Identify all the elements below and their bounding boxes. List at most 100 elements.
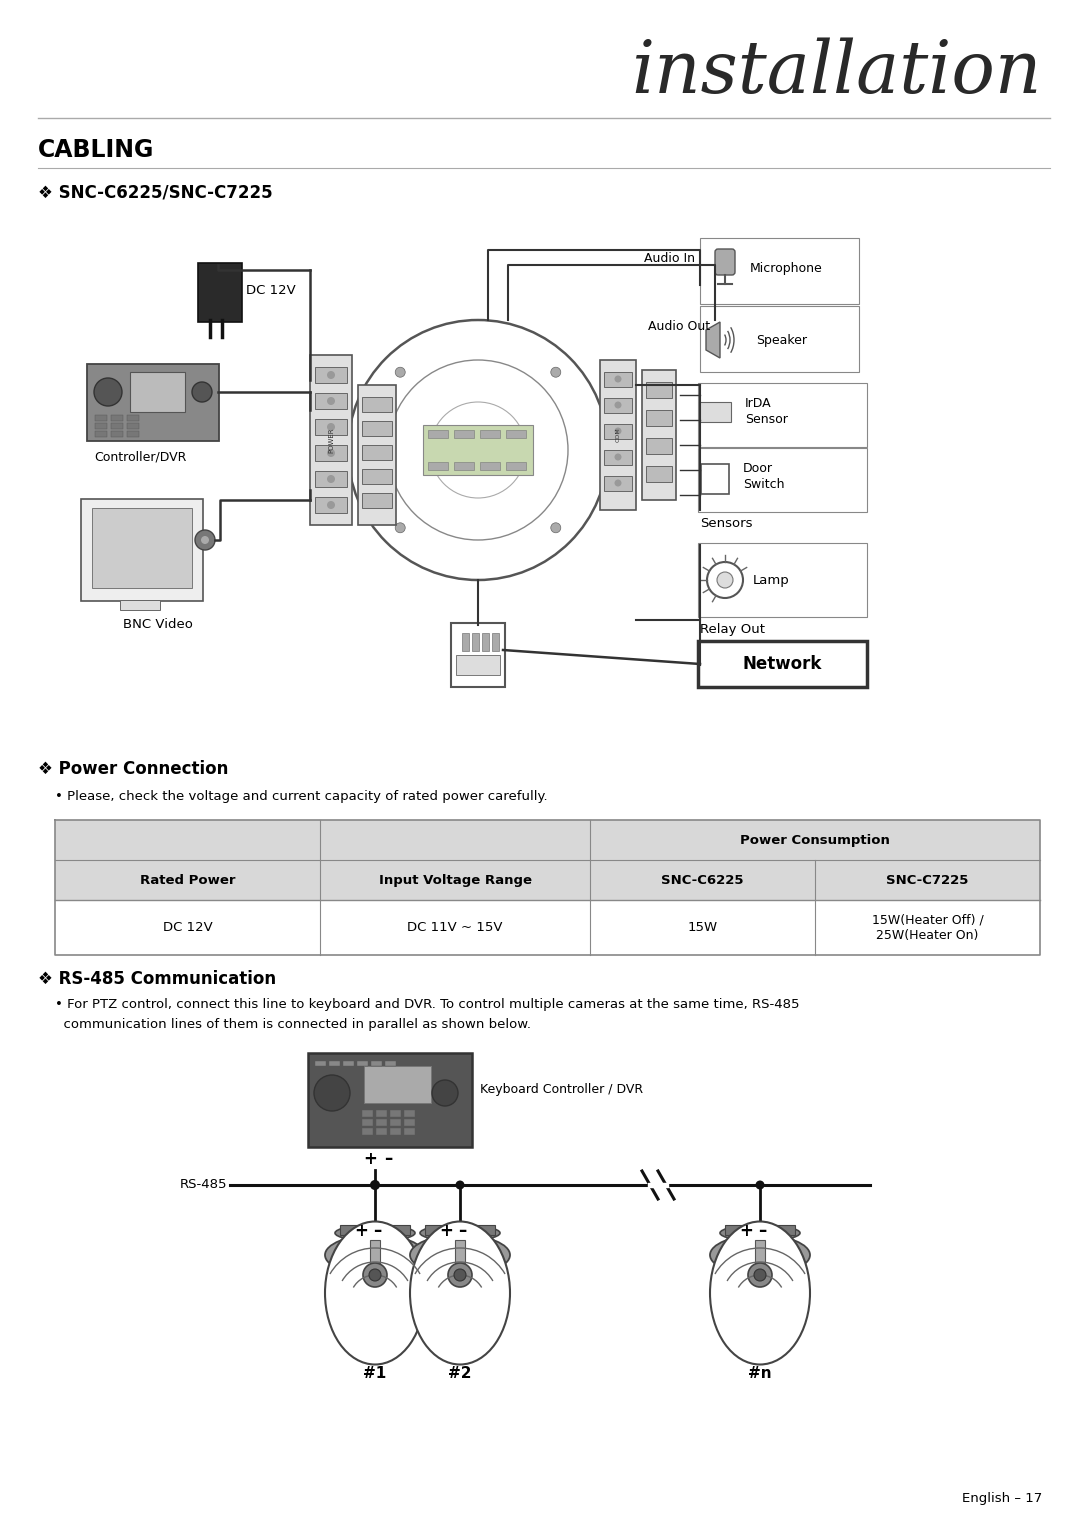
FancyBboxPatch shape (198, 264, 242, 322)
Circle shape (551, 523, 561, 533)
FancyBboxPatch shape (646, 383, 672, 398)
FancyBboxPatch shape (715, 248, 735, 274)
FancyBboxPatch shape (315, 1061, 326, 1065)
FancyBboxPatch shape (642, 370, 676, 500)
FancyBboxPatch shape (454, 462, 474, 469)
FancyBboxPatch shape (362, 396, 392, 411)
FancyBboxPatch shape (310, 355, 352, 524)
Circle shape (448, 1263, 472, 1286)
FancyBboxPatch shape (127, 431, 139, 437)
FancyBboxPatch shape (362, 1109, 373, 1117)
FancyBboxPatch shape (364, 1065, 431, 1103)
Text: CABLING: CABLING (38, 139, 154, 162)
FancyBboxPatch shape (55, 901, 1040, 956)
FancyBboxPatch shape (423, 425, 534, 475)
FancyBboxPatch shape (698, 543, 867, 617)
FancyBboxPatch shape (362, 421, 392, 436)
FancyBboxPatch shape (604, 424, 632, 439)
FancyBboxPatch shape (699, 402, 731, 422)
Circle shape (432, 1081, 458, 1106)
FancyBboxPatch shape (455, 1241, 465, 1269)
FancyBboxPatch shape (700, 306, 859, 372)
Circle shape (615, 401, 621, 408)
Circle shape (717, 572, 733, 588)
FancyBboxPatch shape (492, 632, 499, 651)
Circle shape (192, 383, 212, 402)
Circle shape (615, 480, 621, 486)
Ellipse shape (710, 1234, 810, 1276)
Text: DC 12V: DC 12V (163, 920, 213, 934)
Circle shape (395, 367, 405, 378)
FancyBboxPatch shape (600, 360, 636, 511)
FancyBboxPatch shape (362, 492, 392, 507)
Ellipse shape (335, 1225, 415, 1241)
Text: #1: #1 (363, 1367, 387, 1381)
FancyBboxPatch shape (376, 1128, 387, 1135)
Circle shape (395, 523, 405, 533)
FancyBboxPatch shape (482, 632, 489, 651)
FancyBboxPatch shape (127, 424, 139, 428)
FancyBboxPatch shape (698, 383, 867, 447)
FancyBboxPatch shape (507, 462, 526, 469)
Text: ❖ SNC-C6225/SNC-C7225: ❖ SNC-C6225/SNC-C7225 (38, 183, 272, 201)
FancyBboxPatch shape (308, 1053, 472, 1148)
Text: +: + (440, 1222, 453, 1241)
FancyBboxPatch shape (340, 1225, 410, 1234)
Text: SNC-C7225: SNC-C7225 (887, 873, 969, 887)
Circle shape (94, 378, 122, 405)
FancyBboxPatch shape (95, 431, 107, 437)
Text: Relay Out: Relay Out (700, 623, 765, 636)
Circle shape (327, 370, 335, 379)
FancyBboxPatch shape (95, 415, 107, 421)
FancyBboxPatch shape (755, 1241, 765, 1269)
Circle shape (327, 501, 335, 509)
FancyBboxPatch shape (698, 448, 867, 512)
FancyBboxPatch shape (700, 238, 859, 303)
Circle shape (327, 450, 335, 457)
Circle shape (756, 1181, 765, 1190)
FancyBboxPatch shape (127, 415, 139, 421)
Text: Network: Network (742, 655, 822, 674)
Circle shape (327, 475, 335, 483)
FancyBboxPatch shape (480, 430, 500, 437)
Circle shape (327, 396, 335, 405)
Text: Power Consumption: Power Consumption (740, 834, 890, 846)
Circle shape (615, 454, 621, 460)
Circle shape (195, 530, 215, 550)
Circle shape (370, 1181, 379, 1190)
Circle shape (327, 424, 335, 431)
FancyBboxPatch shape (604, 475, 632, 491)
Text: Input Voltage Range: Input Voltage Range (378, 873, 531, 887)
Circle shape (551, 367, 561, 378)
FancyBboxPatch shape (701, 463, 729, 494)
Text: Speaker: Speaker (756, 334, 807, 346)
Circle shape (454, 1269, 465, 1282)
Text: 25W(Heater On): 25W(Heater On) (876, 930, 978, 942)
Text: POWER: POWER (328, 427, 334, 453)
Circle shape (369, 1269, 381, 1282)
Text: Microphone: Microphone (750, 262, 823, 274)
Text: • Please, check the voltage and current capacity of rated power carefully.: • Please, check the voltage and current … (55, 789, 548, 803)
FancyBboxPatch shape (315, 367, 347, 383)
FancyBboxPatch shape (362, 469, 392, 485)
Text: installation: installation (632, 38, 1042, 108)
FancyBboxPatch shape (456, 655, 500, 675)
Text: Rated Power: Rated Power (139, 873, 235, 887)
FancyBboxPatch shape (87, 364, 219, 440)
FancyBboxPatch shape (55, 820, 1040, 901)
Circle shape (370, 1180, 380, 1190)
FancyBboxPatch shape (376, 1109, 387, 1117)
Text: #n: #n (748, 1367, 772, 1381)
Circle shape (456, 1181, 464, 1190)
Text: –: – (458, 1222, 467, 1241)
Ellipse shape (325, 1234, 426, 1276)
FancyBboxPatch shape (426, 1225, 495, 1234)
FancyBboxPatch shape (404, 1119, 415, 1126)
Text: ❖ Power Connection: ❖ Power Connection (38, 760, 228, 777)
Circle shape (615, 428, 621, 434)
FancyBboxPatch shape (384, 1061, 396, 1065)
Text: ❖ RS-485 Communication: ❖ RS-485 Communication (38, 969, 276, 988)
FancyBboxPatch shape (92, 507, 192, 588)
FancyBboxPatch shape (376, 1119, 387, 1126)
FancyBboxPatch shape (362, 1119, 373, 1126)
